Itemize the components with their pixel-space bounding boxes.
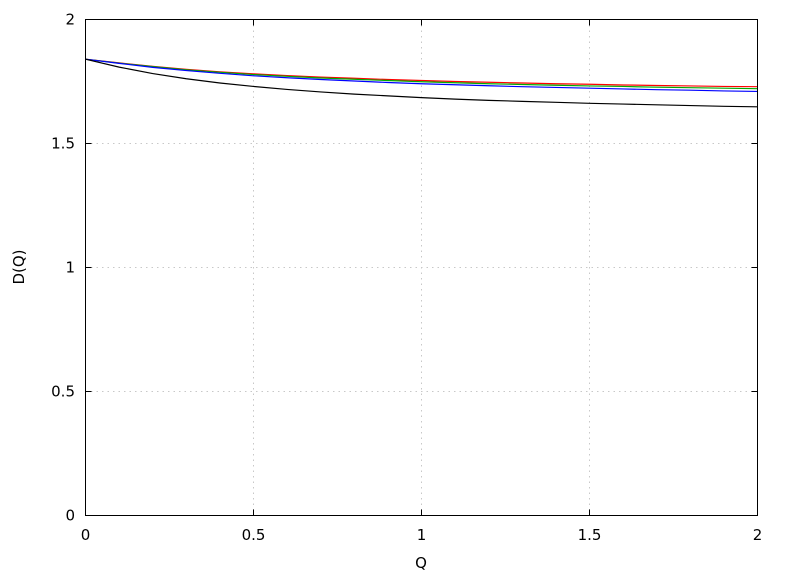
y-axis-label: D(Q) [10,249,28,284]
series-line-1 [85,58,758,88]
axis-ticks: 0 0.5 1 1.5 2 0 0.5 1 1.5 2 [51,11,762,545]
x-tick-label: 1.5 [578,526,602,544]
y-tick-label: 1.5 [51,135,75,153]
y-tick-label: 2 [65,11,75,29]
series-line-2 [85,58,758,90]
x-tick-label: 0 [81,526,91,544]
y-tick-label: 1 [65,259,75,277]
y-tick-label: 0.5 [51,383,75,401]
series-line-3 [85,58,758,93]
x-tick-label: 2 [753,526,763,544]
x-tick-label: 0.5 [242,526,266,544]
grid [85,19,758,516]
y-tick-label: 0 [65,507,75,525]
x-axis-label: Q [415,554,427,572]
series-lines [85,58,758,108]
x-tick-label: 1 [417,526,427,544]
series-line-4 [85,58,758,108]
